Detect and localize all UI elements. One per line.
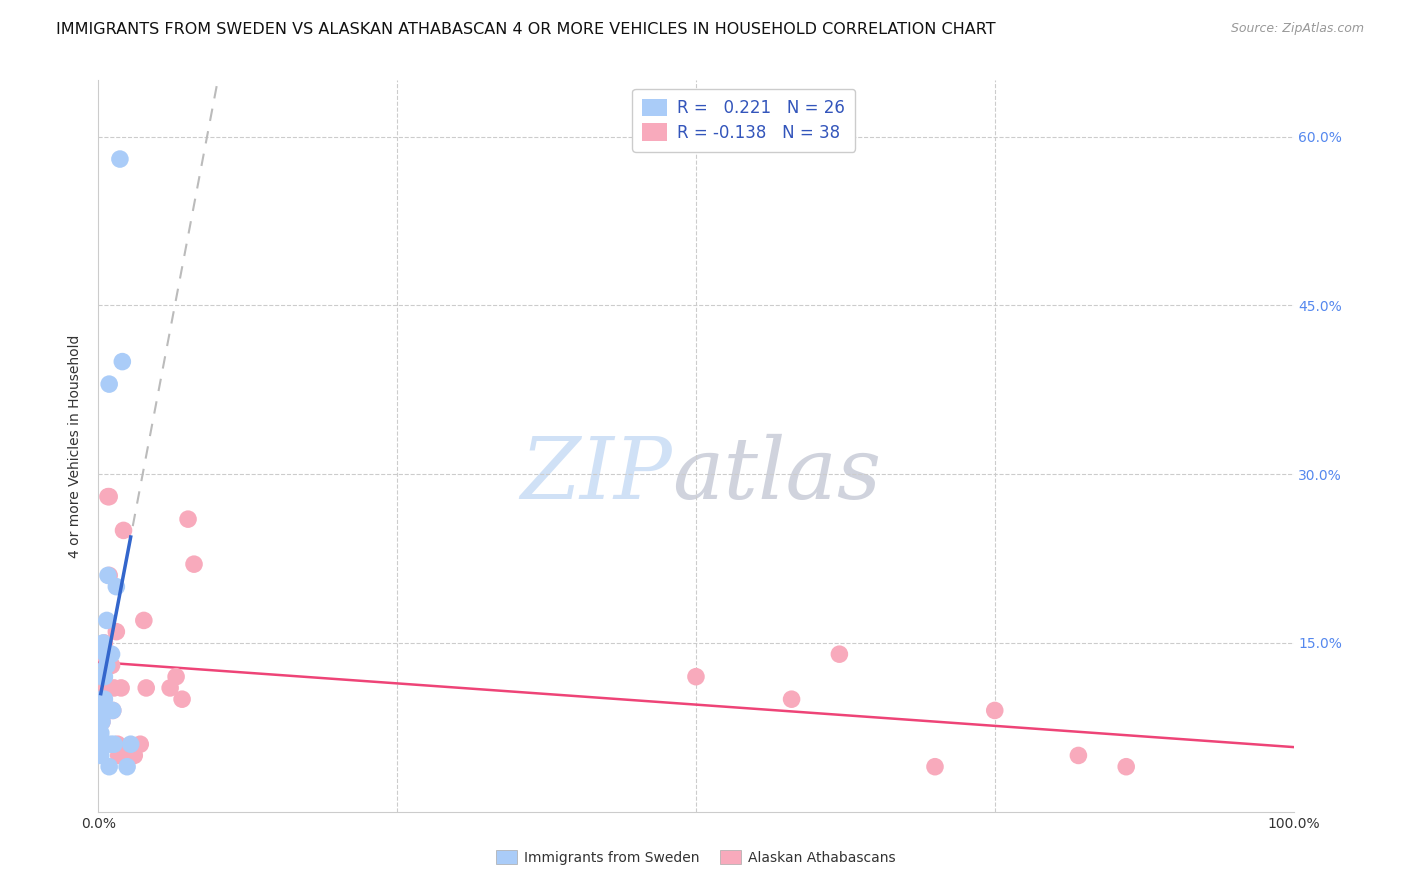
Point	[98, 377, 121, 392]
Point	[115, 760, 138, 774]
Text: Source: ZipAtlas.com: Source: ZipAtlas.com	[1230, 22, 1364, 36]
Point	[924, 760, 946, 774]
Point	[98, 647, 122, 661]
Point	[984, 703, 1007, 717]
Point	[118, 748, 141, 763]
Point	[105, 580, 128, 594]
Point	[90, 748, 112, 763]
Point	[135, 681, 157, 695]
Point	[96, 681, 118, 695]
Point	[165, 670, 187, 684]
Text: ZIP: ZIP	[520, 434, 672, 516]
Point	[91, 670, 114, 684]
Point	[1115, 760, 1137, 774]
Text: IMMIGRANTS FROM SWEDEN VS ALASKAN ATHABASCAN 4 OR MORE VEHICLES IN HOUSEHOLD COR: IMMIGRANTS FROM SWEDEN VS ALASKAN ATHABA…	[56, 22, 995, 37]
Point	[94, 647, 117, 661]
Point	[94, 703, 117, 717]
Point	[98, 568, 121, 582]
Point	[177, 512, 200, 526]
Point	[103, 737, 125, 751]
Point	[780, 692, 803, 706]
Point	[98, 760, 121, 774]
Point	[98, 490, 121, 504]
Point	[112, 524, 135, 538]
Point	[120, 737, 142, 751]
Point	[110, 681, 132, 695]
Y-axis label: 4 or more Vehicles in Household: 4 or more Vehicles in Household	[69, 334, 83, 558]
Point	[124, 748, 146, 763]
Point	[90, 692, 112, 706]
Point	[100, 647, 122, 661]
Point	[91, 647, 114, 661]
Point	[159, 681, 181, 695]
Point	[91, 703, 114, 717]
Point	[685, 670, 707, 684]
Point	[93, 703, 115, 717]
Point	[97, 490, 120, 504]
Point	[121, 748, 143, 763]
Point	[101, 703, 124, 717]
Text: atlas: atlas	[672, 434, 882, 516]
Point	[107, 748, 129, 763]
Point	[100, 658, 122, 673]
Point	[96, 614, 118, 628]
Point	[96, 658, 118, 673]
Point	[91, 714, 114, 729]
Point	[129, 737, 152, 751]
Point	[93, 636, 115, 650]
Point	[91, 636, 114, 650]
Point	[91, 692, 114, 706]
Point	[98, 737, 122, 751]
Point	[101, 703, 124, 717]
Point	[132, 614, 155, 628]
Point	[828, 647, 851, 661]
Point	[90, 726, 112, 740]
Point	[183, 557, 205, 571]
Point	[97, 568, 120, 582]
Point	[1067, 748, 1090, 763]
Point	[91, 714, 114, 729]
Point	[107, 737, 129, 751]
Point	[90, 737, 112, 751]
Point	[108, 152, 131, 166]
Legend: Immigrants from Sweden, Alaskan Athabascans: Immigrants from Sweden, Alaskan Athabasc…	[491, 845, 901, 871]
Point	[172, 692, 194, 706]
Point	[91, 703, 114, 717]
Point	[103, 681, 125, 695]
Point	[93, 692, 115, 706]
Point	[93, 670, 115, 684]
Point	[111, 354, 134, 368]
Point	[105, 624, 128, 639]
Point	[91, 670, 114, 684]
